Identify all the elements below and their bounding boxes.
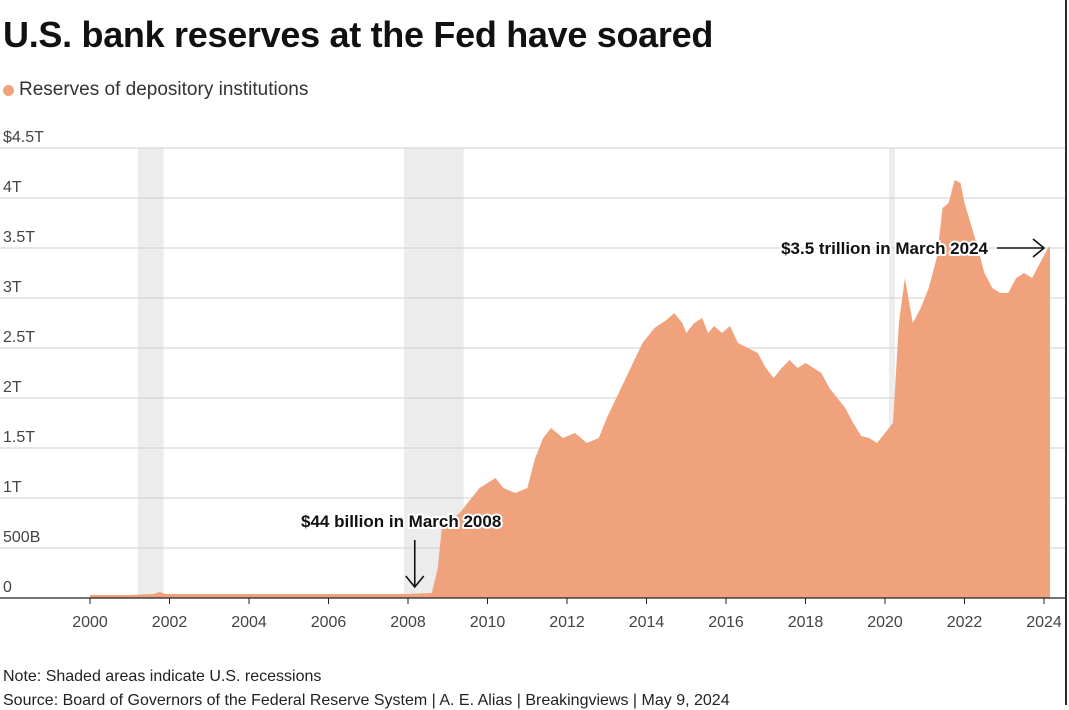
legend-swatch — [3, 84, 14, 96]
chart-source: Source: Board of Governors of the Federa… — [3, 692, 730, 709]
annotation-2024: $3.5 trillion in March 2024 — [781, 239, 988, 258]
x-tick-label: 2002 — [152, 614, 188, 631]
annotation-2024-arrowhead — [1032, 238, 1046, 258]
x-tick-label: 2016 — [708, 614, 744, 631]
chart-note: Note: Shaded areas indicate U.S. recessi… — [3, 668, 322, 685]
x-tick-label: 2008 — [390, 614, 426, 631]
x-tick-label: 2012 — [549, 614, 585, 631]
x-tick-label: 2006 — [311, 614, 347, 631]
y-tick-label: 0 — [3, 579, 12, 596]
x-tick-label: 2020 — [867, 614, 903, 631]
recession-band — [137, 148, 164, 598]
annotation-2008: $44 billion in March 2008 — [301, 512, 501, 531]
y-tick-label: 1T — [3, 479, 22, 496]
legend-label: Reserves of depository institutions — [19, 79, 309, 100]
y-tick-label: $4.5T — [3, 129, 44, 146]
y-tick-label: 4T — [3, 179, 22, 196]
legend: Reserves of depository institutions — [3, 79, 308, 101]
annotation-2008-arrowhead — [405, 575, 425, 589]
recession-band — [888, 148, 895, 598]
x-tick-label: 2024 — [1026, 614, 1062, 631]
x-tick-label: 2022 — [947, 614, 983, 631]
y-tick-label: 3.5T — [3, 229, 35, 246]
x-tick-label: 2010 — [470, 614, 506, 631]
y-tick-label: 1.5T — [3, 429, 35, 446]
y-tick-label: 3T — [3, 279, 22, 296]
x-tick-label: 2000 — [72, 614, 108, 631]
y-tick-label: 2T — [3, 379, 22, 396]
chart-title: U.S. bank reserves at the Fed have soare… — [3, 14, 714, 55]
y-tick-label: 500B — [3, 529, 40, 546]
x-tick-label: 2018 — [788, 614, 824, 631]
x-tick-label: 2014 — [629, 614, 665, 631]
y-tick-label: 2.5T — [3, 329, 35, 346]
reserves-area — [90, 180, 1050, 598]
x-tick-label: 2004 — [231, 614, 267, 631]
